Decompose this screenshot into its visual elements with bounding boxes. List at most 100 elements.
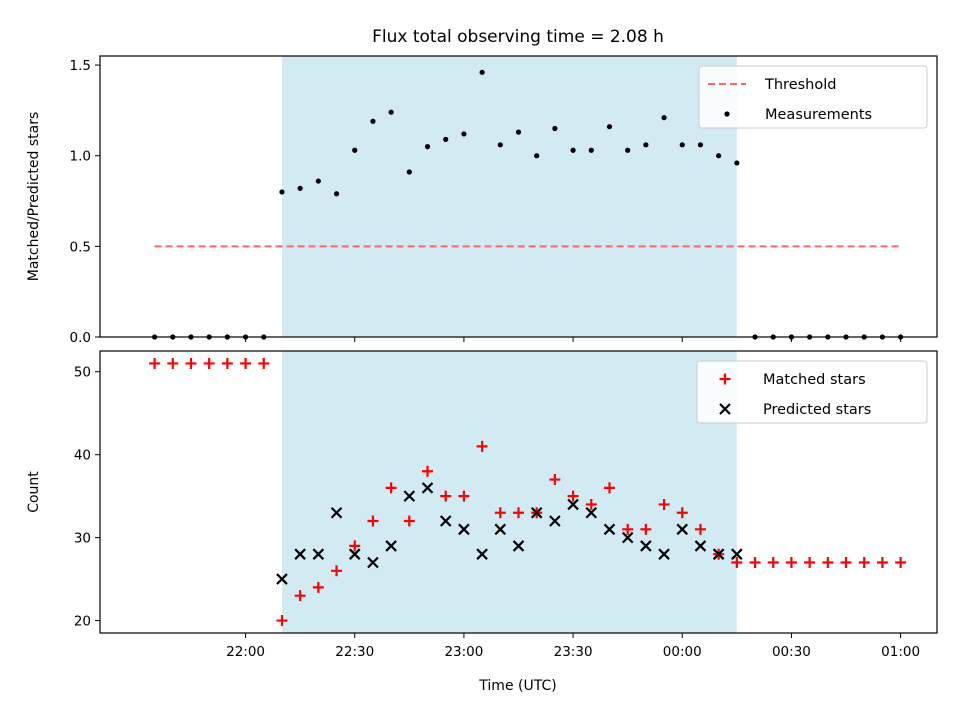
- matched-star-marker: [513, 507, 524, 519]
- y-tick-label: 1.5: [70, 58, 91, 74]
- measurement-point: [443, 136, 449, 142]
- predicted-star-marker: [330, 506, 343, 519]
- matched-star-marker: [276, 615, 288, 627]
- series-measurements: [151, 69, 904, 340]
- legend: Matched stars Predicted stars: [696, 360, 928, 424]
- measurement-point: [606, 124, 613, 130]
- y-axis-label: Matched/Predicted stars: [26, 112, 42, 282]
- matched-star-marker: [258, 357, 270, 369]
- observing-interval-shade: [281, 56, 737, 337]
- y-tick-label: 30: [74, 531, 91, 547]
- measurement-point: [424, 144, 431, 150]
- predicted-star-marker: [458, 523, 470, 536]
- predicted-star-marker: [312, 548, 325, 560]
- x-tick-label: 23:30: [554, 644, 593, 660]
- measurement-point: [570, 147, 576, 153]
- legend-entry-label: Matched stars: [763, 372, 866, 388]
- measurement-point: [352, 147, 358, 153]
- matched-star-marker: [331, 565, 343, 577]
- matched-star-marker: [876, 557, 888, 568]
- legend-box: [698, 65, 928, 129]
- panel-2: 20 30 40 50 22:00 22:30 23:00 23:30 00:00 00:30 01…: [26, 350, 938, 660]
- matched-star-marker: [767, 557, 779, 568]
- y-tick-label: 0.5: [70, 239, 91, 255]
- legend-entry-label: Measurements: [765, 107, 872, 123]
- predicted-star-marker: [294, 548, 306, 560]
- measurement-point: [333, 191, 340, 197]
- plot-frame: [99, 55, 938, 338]
- predicted-star-marker: [530, 506, 543, 519]
- predicted-star-marker: [658, 548, 670, 560]
- matched-star-marker: [676, 507, 688, 519]
- x-tick-label: 22:30: [335, 644, 374, 660]
- measurement-point: [406, 169, 412, 175]
- legend-matched-swatch: [719, 373, 731, 385]
- measurement-point: [734, 160, 740, 166]
- matched-star-marker: [240, 357, 252, 369]
- measurement-point: [588, 147, 594, 153]
- matched-star-marker: [367, 515, 379, 527]
- matched-star-marker: [476, 440, 488, 452]
- matched-star-marker: [185, 357, 197, 369]
- x-tick-label: 22:00: [226, 644, 265, 660]
- matched-star-marker: [203, 357, 215, 369]
- matched-star-marker: [804, 557, 816, 568]
- measurement-point: [388, 109, 394, 115]
- matched-star-marker: [440, 490, 452, 502]
- matched-star-marker: [403, 515, 415, 527]
- y-tick-label: 0.0: [70, 330, 91, 346]
- predicted-star-marker: [421, 482, 434, 494]
- predicted-star-marker: [567, 498, 579, 511]
- measurement-point: [697, 142, 704, 148]
- measurement-point: [679, 142, 685, 148]
- series-predicted-stars: [276, 482, 743, 585]
- matched-star-marker: [585, 498, 597, 510]
- panel-1: 0.0 0.5 1.0 1.5 Matched/Predicted stars Thres…: [26, 55, 938, 346]
- matched-star-marker: [385, 482, 397, 494]
- measurement-point: [279, 189, 285, 195]
- matched-star-marker: [312, 581, 324, 593]
- predicted-star-marker: [348, 548, 361, 560]
- predicted-star-marker: [676, 523, 689, 536]
- measurement-point: [461, 131, 467, 137]
- matched-star-marker: [895, 557, 907, 568]
- matched-star-marker: [149, 357, 161, 369]
- predicted-star-marker: [476, 548, 488, 560]
- matched-star-marker: [603, 482, 615, 494]
- predicted-star-marker: [403, 490, 416, 502]
- measurement-point: [297, 185, 303, 191]
- x-tick-label: 00:30: [772, 644, 811, 660]
- legend-entry-label: Threshold: [764, 77, 836, 93]
- matched-star-marker: [567, 490, 579, 502]
- series-matched-stars: [149, 357, 907, 627]
- predicted-star-marker: [494, 523, 507, 536]
- predicted-star-marker: [367, 556, 379, 569]
- predicted-star-marker: [603, 523, 616, 536]
- legend: Threshold Measurements: [698, 65, 928, 129]
- predicted-star-marker: [385, 540, 397, 552]
- x-tick-label: 00:00: [663, 644, 702, 660]
- matched-star-marker: [167, 357, 179, 369]
- legend-measurements-swatch: [724, 111, 730, 117]
- x-axis-label: Time (UTC): [478, 678, 556, 694]
- predicted-star-marker: [439, 515, 452, 527]
- x-tick-label: 23:00: [444, 644, 483, 660]
- matched-star-marker: [840, 557, 852, 568]
- matched-star-marker: [749, 557, 761, 568]
- predicted-star-marker: [731, 548, 743, 560]
- measurement-point: [370, 118, 376, 124]
- measurement-point: [625, 147, 631, 153]
- observing-interval-shade: [281, 351, 737, 633]
- matched-star-marker: [785, 557, 797, 568]
- measurement-point: [534, 153, 540, 159]
- measurement-point: [515, 129, 522, 135]
- legend-entry-label: Predicted stars: [763, 402, 871, 418]
- legend-predicted-swatch: [719, 403, 731, 415]
- matched-star-marker: [640, 523, 652, 535]
- x-tick-label: 01:00: [881, 644, 920, 660]
- measurement-point: [315, 178, 321, 184]
- matched-star-marker: [494, 507, 506, 519]
- matched-star-marker: [658, 498, 670, 510]
- measurement-point: [479, 69, 485, 75]
